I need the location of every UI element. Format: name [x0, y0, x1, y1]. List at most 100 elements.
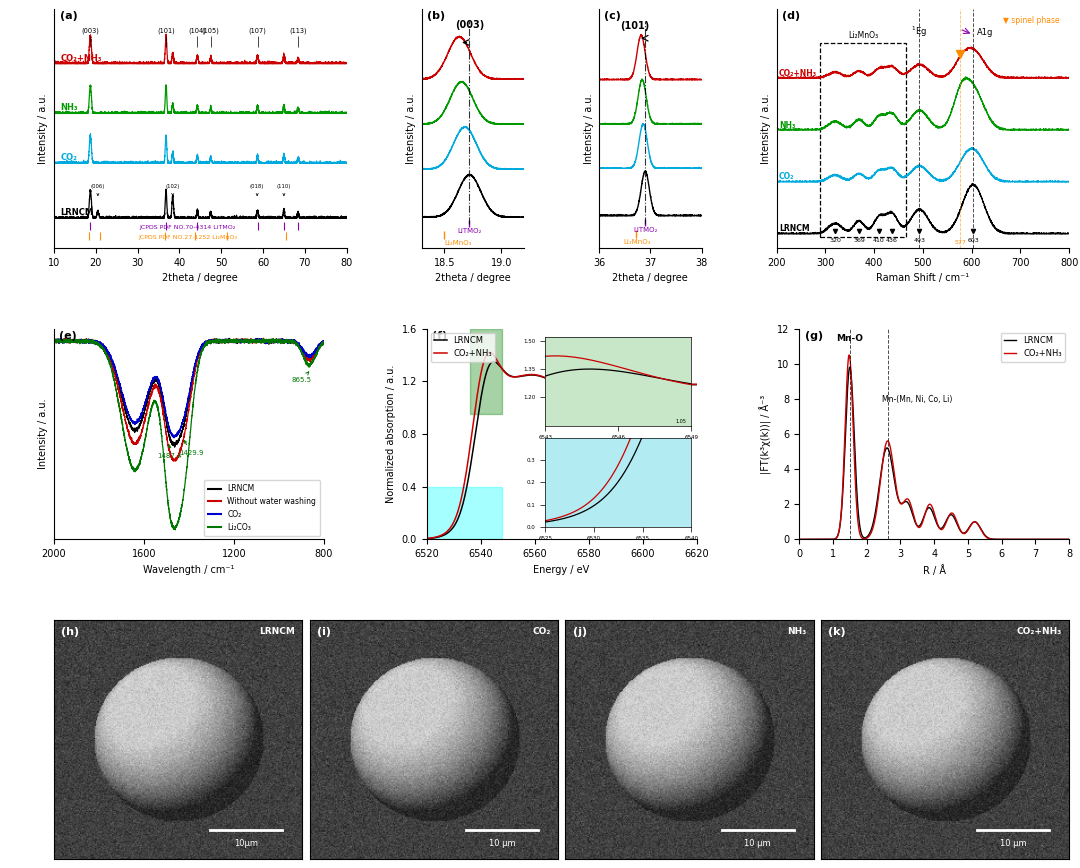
- LRNCM: [683, 379, 696, 390]
- LRNCM: [633, 380, 646, 391]
- Bar: [821, 43, 906, 237]
- LRNCM: [1005, 534, 1018, 544]
- Text: NH₃: NH₃: [60, 103, 78, 113]
- Y-axis label: Intensity / a.u.: Intensity / a.u.: [583, 93, 594, 164]
- Text: 10 μm: 10 μm: [744, 839, 771, 848]
- Text: (101): (101): [158, 27, 175, 34]
- LRNCM: [690, 379, 703, 390]
- Text: 865.5: 865.5: [292, 372, 311, 383]
- Text: 1487.4: 1487.4: [158, 445, 181, 458]
- Text: (c): (c): [604, 11, 621, 21]
- CO₂+NH₃: [690, 379, 703, 390]
- LRNCM: [434, 531, 447, 542]
- X-axis label: 2theta / degree: 2theta / degree: [612, 273, 688, 284]
- LRNCM: [420, 534, 433, 544]
- Text: (110): (110): [276, 184, 292, 195]
- Text: (018): (018): [249, 184, 265, 195]
- LRNCM: [552, 379, 565, 390]
- Text: (e): (e): [59, 331, 77, 341]
- CO₂+NH₃: [683, 379, 696, 390]
- Text: CO₂: CO₂: [532, 627, 551, 636]
- Text: 436: 436: [886, 239, 897, 243]
- Text: (a): (a): [59, 11, 78, 21]
- Text: NH₃: NH₃: [787, 627, 806, 636]
- Y-axis label: |FT(k³χ(k))| / Å⁻³: |FT(k³χ(k))| / Å⁻³: [759, 394, 771, 474]
- Text: A1g: A1g: [976, 28, 993, 36]
- X-axis label: 2theta / degree: 2theta / degree: [435, 273, 511, 284]
- CO₂+NH₃: [484, 347, 497, 358]
- Text: 603: 603: [968, 239, 978, 243]
- LRNCM: [807, 534, 820, 544]
- Text: LiTMO₂: LiTMO₂: [457, 228, 482, 234]
- LRNCM: [917, 513, 930, 523]
- LRNCM: [1063, 534, 1076, 544]
- CO₂+NH₃: [420, 533, 433, 543]
- CO₂+NH₃: [633, 379, 646, 390]
- Text: (f): (f): [432, 331, 447, 341]
- CO₂+NH₃: [434, 530, 447, 541]
- Text: 369: 369: [853, 239, 865, 243]
- Y-axis label: Intensity / a.u.: Intensity / a.u.: [406, 93, 416, 164]
- Text: NH₃: NH₃: [779, 121, 795, 129]
- Line: CO₂+NH₃: CO₂+NH₃: [799, 355, 1069, 539]
- CO₂+NH₃: [793, 534, 806, 544]
- Text: LRNCM: LRNCM: [60, 208, 93, 217]
- Text: (006): (006): [91, 184, 105, 195]
- Text: (j): (j): [572, 627, 586, 637]
- CO₂+NH₃: [683, 379, 696, 390]
- Text: LRNCM: LRNCM: [779, 225, 810, 233]
- Text: Li₂MnO₃: Li₂MnO₃: [848, 31, 878, 41]
- Text: (k): (k): [828, 627, 846, 637]
- Text: JCPDS PDF NO.27-1252 Li₂MnO₃: JCPDS PDF NO.27-1252 Li₂MnO₃: [138, 235, 238, 240]
- X-axis label: 2theta / degree: 2theta / degree: [162, 273, 239, 284]
- Text: (003): (003): [81, 27, 99, 34]
- Text: (003): (003): [455, 21, 484, 30]
- Y-axis label: Normalized absorption / a.u.: Normalized absorption / a.u.: [386, 365, 396, 503]
- CO₂+NH₃: [807, 534, 820, 544]
- X-axis label: Raman Shift / cm⁻¹: Raman Shift / cm⁻¹: [876, 273, 970, 284]
- X-axis label: Energy / eV: Energy / eV: [534, 565, 590, 575]
- Text: 410: 410: [873, 239, 885, 243]
- CO₂+NH₃: [924, 499, 937, 510]
- Y-axis label: Intensity / a.u.: Intensity / a.u.: [761, 93, 771, 164]
- Text: (113): (113): [289, 27, 307, 34]
- CO₂+NH₃: [1055, 534, 1068, 544]
- CO₂+NH₃: [1005, 534, 1018, 544]
- Text: (105): (105): [202, 27, 219, 34]
- Text: LRNCM: LRNCM: [259, 627, 295, 636]
- Text: (102): (102): [165, 184, 180, 195]
- Text: (107): (107): [248, 27, 267, 34]
- Text: 1429.9: 1429.9: [179, 440, 203, 456]
- Text: (i): (i): [318, 627, 332, 637]
- Legend: LRNCM, CO₂+NH₃: LRNCM, CO₂+NH₃: [431, 332, 496, 362]
- Line: LRNCM: LRNCM: [427, 362, 697, 539]
- Text: 10μm: 10μm: [234, 839, 258, 848]
- Text: 493: 493: [914, 239, 926, 243]
- Text: 320: 320: [829, 239, 841, 243]
- Text: CO₂+NH₃: CO₂+NH₃: [1016, 627, 1062, 636]
- CO₂+NH₃: [917, 514, 930, 524]
- Text: CO₂+NH₃: CO₂+NH₃: [779, 69, 818, 77]
- Text: CO₂: CO₂: [60, 154, 77, 162]
- Text: (b): (b): [427, 11, 445, 21]
- Text: (d): (d): [782, 11, 800, 21]
- CO₂+NH₃: [552, 378, 565, 389]
- X-axis label: Wavelength / cm⁻¹: Wavelength / cm⁻¹: [144, 565, 234, 575]
- Legend: LRNCM, Without water washing, CO₂, Li₂CO₃: LRNCM, Without water washing, CO₂, Li₂CO…: [204, 481, 320, 536]
- Text: CO₂: CO₂: [779, 173, 795, 181]
- Text: LiTMO₂: LiTMO₂: [633, 227, 658, 233]
- Text: JCPDS PDF NO.70-4314 LiTMO₂: JCPDS PDF NO.70-4314 LiTMO₂: [139, 225, 235, 230]
- LRNCM: [793, 534, 806, 544]
- Line: LRNCM: LRNCM: [799, 367, 1069, 539]
- Text: CO₂+NH₃: CO₂+NH₃: [60, 54, 102, 62]
- LRNCM: [924, 503, 937, 514]
- Text: (g): (g): [805, 331, 823, 341]
- Text: $^{1}$Eg: $^{1}$Eg: [912, 24, 928, 39]
- Text: ▼ spinel phase: ▼ spinel phase: [1003, 16, 1059, 25]
- LRNCM: [683, 379, 696, 390]
- Line: CO₂+NH₃: CO₂+NH₃: [427, 352, 697, 538]
- CO₂+NH₃: [1063, 534, 1076, 544]
- CO₂+NH₃: [842, 350, 855, 360]
- LRNCM: [544, 375, 557, 385]
- Text: Li₂MnO₃: Li₂MnO₃: [444, 240, 472, 246]
